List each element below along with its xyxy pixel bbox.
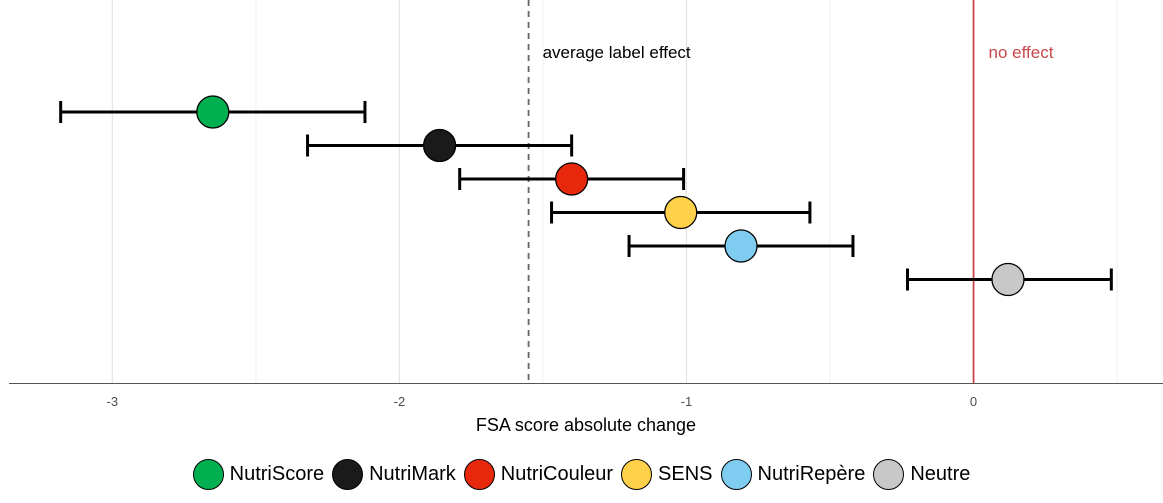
x-tick-label: -3 [107,394,119,409]
x-tick-label: -2 [394,394,406,409]
legend-swatch [873,458,905,490]
legend-swatch [192,458,224,490]
legend-label: NutriMark [369,462,456,485]
data-point [196,95,230,129]
data-point [422,128,457,163]
series-sens [550,195,812,230]
legend-item: NutriRepère [720,458,866,490]
x-tick-label: 0 [970,394,977,409]
legend-label: NutriRepère [757,462,866,485]
legend-item: Neutre [873,458,971,490]
legend-label: NutriScore [229,462,325,485]
average-effect-label: average label effect [543,43,691,62]
legend-item: NutriMark [332,458,456,490]
data-point [724,229,758,263]
legend-swatch [332,458,364,490]
x-axis-label: FSA score absolute change [476,415,696,435]
no-effect-label: no effect [989,43,1054,62]
series-nutricouleur [458,162,686,196]
series-nutriscore [59,95,367,129]
legend-swatch [720,458,752,490]
data-point [664,195,698,230]
legend: NutriScore NutriMark NutriCouleur SENS Nutri… [0,454,1163,494]
data-point [991,262,1025,297]
chart: -3 -2 -1 0 average label effect no effect F… [9,0,1163,435]
legend-swatch [621,458,653,490]
x-tick-label: -1 [681,394,693,409]
x-tick-labels: -3 -2 -1 0 [107,394,978,409]
legend-label: SENS [658,462,713,485]
series-nutrirepère [627,229,855,263]
legend-label: Neutre [910,462,971,485]
legend-item: NutriCouleur [463,458,614,490]
series-nutrimark [306,128,574,163]
data-marks [59,95,1113,297]
series-neutre [906,262,1113,297]
legend-item: NutriScore [192,458,325,490]
legend-swatch [463,458,495,490]
data-point [554,162,589,196]
legend-label: NutriCouleur [500,462,614,485]
legend-item: SENS [621,458,713,490]
